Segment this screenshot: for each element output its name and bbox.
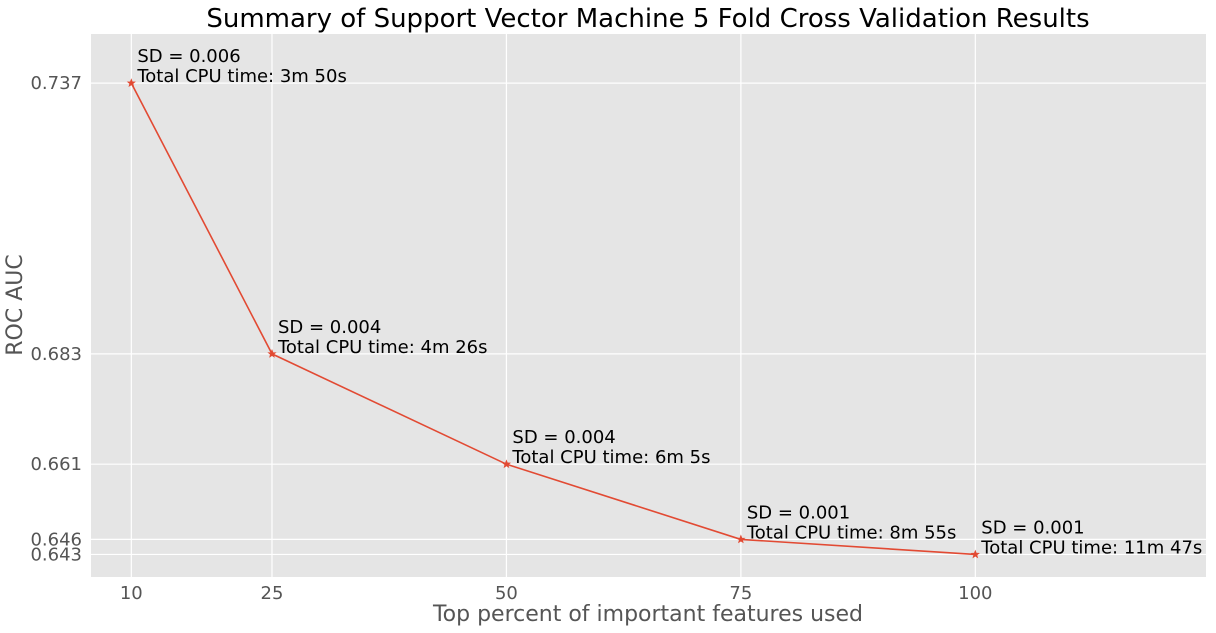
x-tick-label: 75 — [729, 583, 752, 604]
chart-title: Summary of Support Vector Machine 5 Fold… — [206, 4, 1089, 34]
plot-area — [91, 34, 1206, 577]
y-tick-label: 0.737 — [30, 73, 82, 94]
x-tick-label: 100 — [958, 583, 992, 604]
x-tick-label: 25 — [261, 583, 284, 604]
x-tick-label: 10 — [120, 583, 143, 604]
y-axis-label: ROC AUC — [3, 254, 28, 355]
y-tick-label: 0.683 — [30, 344, 82, 365]
annotation-sd-label: SD = 0.006 — [137, 46, 240, 67]
annotation-sd-label: SD = 0.001 — [981, 517, 1084, 538]
annotation-sd-label: SD = 0.004 — [512, 427, 615, 448]
annotation-cpu-label: Total CPU time: 3m 50s — [136, 66, 347, 87]
y-tick-label: 0.661 — [30, 454, 82, 475]
x-axis-label: Top percent of important features used — [432, 602, 863, 627]
annotation-sd-label: SD = 0.004 — [278, 317, 381, 338]
annotation-cpu-label: Total CPU time: 4m 26s — [277, 337, 488, 358]
annotation-cpu-label: Total CPU time: 11m 47s — [980, 537, 1202, 558]
y-tick-label: 0.643 — [30, 544, 82, 565]
x-tick-label: 50 — [495, 583, 518, 604]
annotation-cpu-label: Total CPU time: 8m 55s — [746, 522, 957, 543]
annotation-cpu-label: Total CPU time: 6m 5s — [511, 447, 710, 468]
annotation-sd-label: SD = 0.001 — [747, 502, 850, 523]
